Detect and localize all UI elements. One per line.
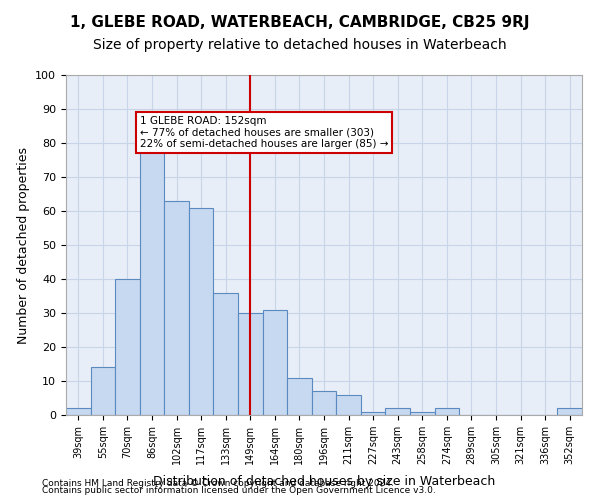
Bar (115, 279, 140, 415)
Text: 1, GLEBE ROAD, WATERBEACH, CAMBRIDGE, CB25 9RJ: 1, GLEBE ROAD, WATERBEACH, CAMBRIDGE, CB… (70, 15, 530, 30)
Bar (140, 140, 164, 415)
Bar (238, 313, 263, 415)
Text: Contains public sector information licensed under the Open Government Licence v3: Contains public sector information licen… (42, 486, 436, 495)
Bar (91, 368, 115, 415)
Bar (66, 408, 91, 415)
Bar (312, 391, 336, 415)
Bar (557, 408, 582, 415)
Bar (287, 378, 312, 415)
Bar (361, 412, 385, 415)
Bar (434, 408, 459, 415)
Text: Contains HM Land Registry data © Crown copyright and database right 2024.: Contains HM Land Registry data © Crown c… (42, 478, 394, 488)
Bar (164, 201, 189, 415)
Text: 1 GLEBE ROAD: 152sqm
← 77% of detached houses are smaller (303)
22% of semi-deta: 1 GLEBE ROAD: 152sqm ← 77% of detached h… (140, 116, 388, 149)
Bar (214, 292, 238, 415)
Bar (189, 208, 214, 415)
Y-axis label: Number of detached properties: Number of detached properties (17, 146, 30, 344)
Bar (385, 408, 410, 415)
X-axis label: Distribution of detached houses by size in Waterbeach: Distribution of detached houses by size … (153, 476, 495, 488)
Bar (410, 412, 434, 415)
Bar (336, 394, 361, 415)
Text: Size of property relative to detached houses in Waterbeach: Size of property relative to detached ho… (93, 38, 507, 52)
Bar (263, 310, 287, 415)
